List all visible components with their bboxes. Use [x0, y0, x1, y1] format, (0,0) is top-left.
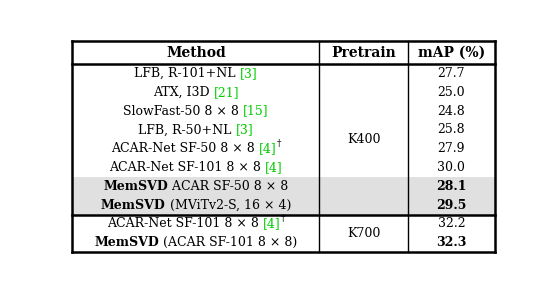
Text: 27.9: 27.9: [438, 142, 465, 155]
Text: MemSVD: MemSVD: [101, 198, 166, 212]
Text: [3]: [3]: [236, 123, 253, 136]
Text: MemSVD: MemSVD: [103, 180, 168, 193]
Text: K700: K700: [347, 227, 380, 240]
Text: ACAR-Net SF-101 8 × 8: ACAR-Net SF-101 8 × 8: [109, 161, 265, 174]
Text: Pretrain: Pretrain: [331, 46, 396, 60]
Text: †: †: [280, 214, 285, 223]
Text: 32.3: 32.3: [436, 236, 466, 249]
Text: [4]: [4]: [265, 161, 283, 174]
Text: [4]: [4]: [259, 142, 277, 155]
Text: 24.8: 24.8: [438, 105, 465, 117]
Text: K400: K400: [347, 133, 380, 146]
Text: ACAR SF-50 8 × 8: ACAR SF-50 8 × 8: [168, 180, 289, 193]
Text: 30.0: 30.0: [437, 161, 465, 174]
Text: [4]: [4]: [263, 218, 280, 230]
Text: †: †: [277, 139, 281, 148]
Text: SlowFast-50 8 × 8: SlowFast-50 8 × 8: [123, 105, 243, 117]
Text: mAP (%): mAP (%): [418, 46, 485, 60]
Bar: [72, 177, 495, 196]
Text: 32.2: 32.2: [438, 218, 465, 230]
Text: 29.5: 29.5: [436, 198, 466, 212]
Text: ATX, I3D: ATX, I3D: [153, 86, 214, 99]
Text: 27.7: 27.7: [438, 67, 465, 80]
Text: Method: Method: [166, 46, 226, 60]
Text: (ACAR SF-101 8 × 8): (ACAR SF-101 8 × 8): [159, 236, 298, 249]
Text: ACAR-Net SF-50 8 × 8: ACAR-Net SF-50 8 × 8: [111, 142, 259, 155]
Text: 25.0: 25.0: [438, 86, 465, 99]
Text: [21]: [21]: [214, 86, 239, 99]
Text: [3]: [3]: [240, 67, 258, 80]
Text: MemSVD: MemSVD: [94, 236, 159, 249]
Bar: [72, 196, 495, 215]
Text: 25.8: 25.8: [438, 123, 465, 136]
Text: 28.1: 28.1: [436, 180, 466, 193]
Text: [15]: [15]: [243, 105, 269, 117]
Text: LFB, R-101+NL: LFB, R-101+NL: [134, 67, 240, 80]
Text: ACAR-Net SF-101 8 × 8: ACAR-Net SF-101 8 × 8: [107, 218, 263, 230]
Text: LFB, R-50+NL: LFB, R-50+NL: [139, 123, 236, 136]
Text: (MViTv2-S, 16 × 4): (MViTv2-S, 16 × 4): [166, 198, 291, 212]
